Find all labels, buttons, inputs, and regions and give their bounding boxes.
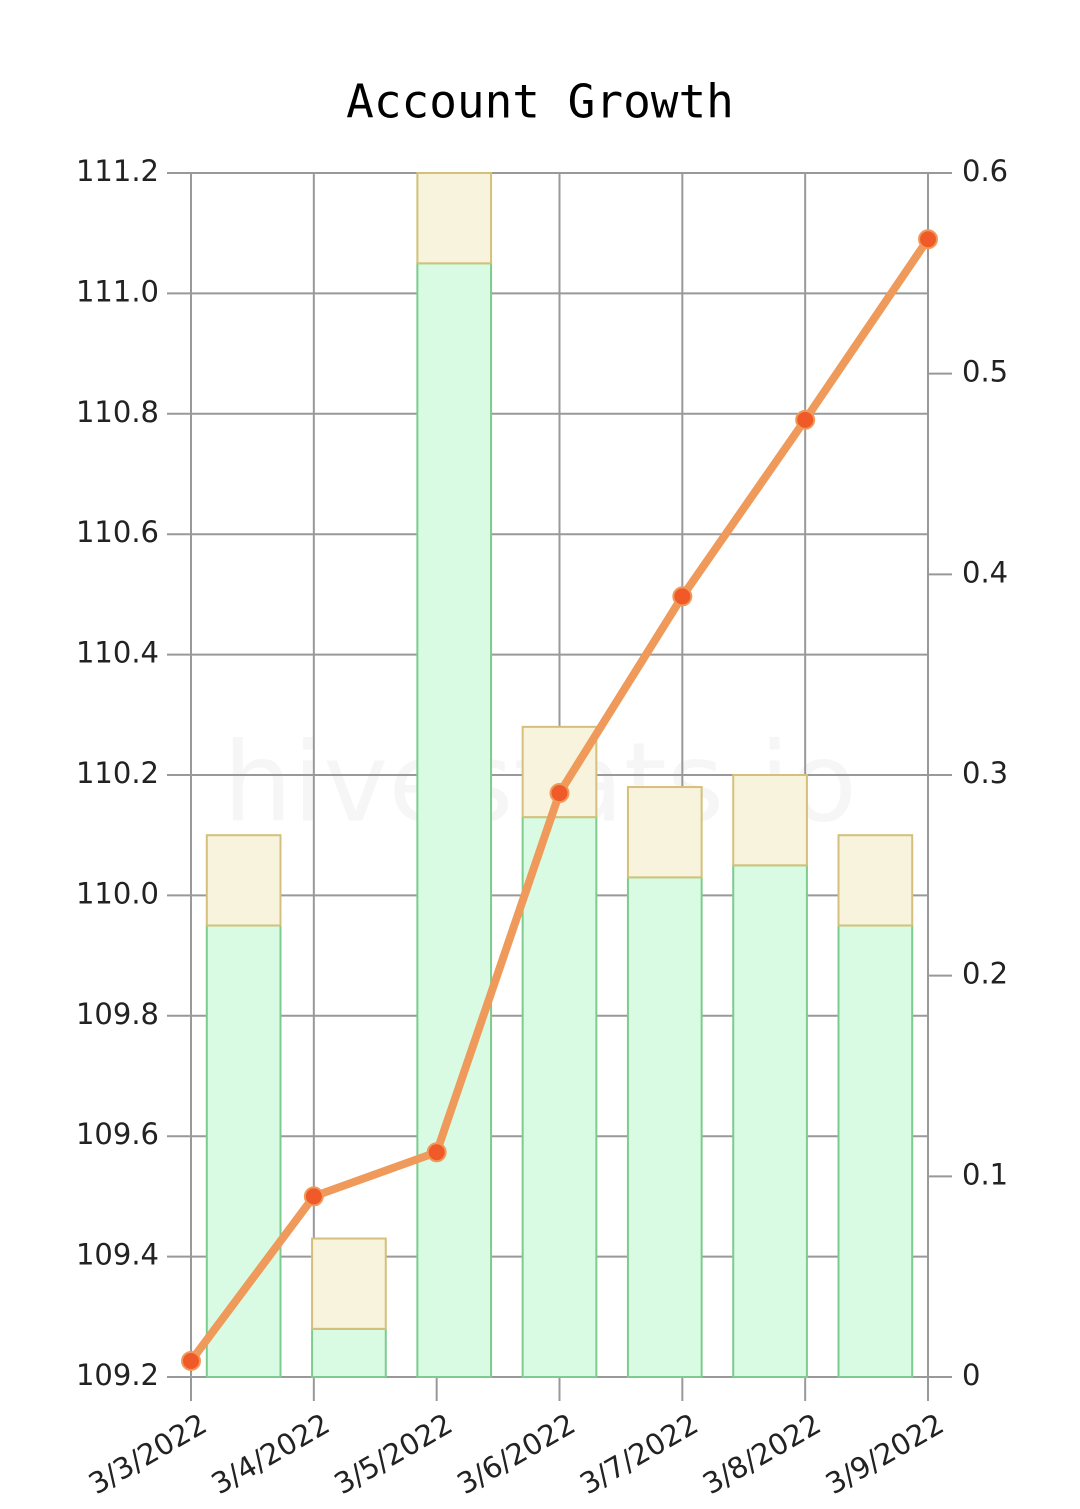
y2-tick-label: 0.6	[962, 154, 1008, 188]
y-tick-label: 109.6	[76, 1117, 159, 1151]
bar	[205, 924, 282, 1378]
bar	[521, 816, 598, 1378]
point	[795, 409, 816, 430]
y2-tick-label: 0.4	[962, 555, 1008, 589]
point	[672, 586, 693, 607]
bar	[416, 262, 493, 1378]
y-tick-label: 110.0	[76, 876, 159, 910]
y-tick-label: 111.2	[76, 154, 159, 188]
y-tick-label: 110.4	[76, 636, 159, 670]
bar	[837, 924, 914, 1378]
point	[181, 1350, 201, 1371]
y-tick-label: 109.4	[76, 1238, 159, 1272]
y2-tick-label: 0.2	[962, 957, 1008, 991]
bar	[311, 1237, 387, 1330]
y-tick-label: 110.6	[76, 515, 159, 549]
chart-title: Account Growth	[346, 75, 734, 129]
bar	[626, 786, 703, 879]
x-tick-label: 3/3/2022	[83, 1407, 213, 1502]
x-tick-label: 3/6/2022	[451, 1407, 581, 1502]
bar	[837, 834, 914, 927]
bar	[626, 876, 703, 1379]
y-tick-label: 110.2	[76, 756, 159, 790]
y-tick-label: 111.0	[76, 274, 159, 308]
y-tick-label: 109.2	[76, 1358, 159, 1392]
bar	[205, 834, 282, 927]
y2-tick-label: 0.3	[962, 756, 1008, 790]
y2-tick-label: 0	[962, 1358, 980, 1392]
x-tick-label: 3/5/2022	[328, 1407, 458, 1502]
point	[303, 1186, 324, 1207]
point	[549, 783, 570, 804]
x-tick-label: 3/4/2022	[206, 1407, 336, 1502]
x-tick-label: 3/8/2022	[697, 1407, 827, 1502]
bar	[732, 864, 808, 1378]
y2-tick-label: 0.1	[962, 1157, 1008, 1191]
point	[918, 229, 938, 250]
x-tick-label: 3/7/2022	[574, 1407, 704, 1502]
y-tick-label: 110.8	[76, 395, 159, 429]
y2-tick-label: 0.5	[962, 355, 1008, 389]
bar	[311, 1327, 387, 1378]
bar	[732, 774, 808, 867]
point	[426, 1142, 447, 1163]
y-tick-label: 109.8	[76, 997, 159, 1031]
bar	[416, 172, 493, 265]
x-tick-label: 3/9/2022	[820, 1407, 950, 1502]
